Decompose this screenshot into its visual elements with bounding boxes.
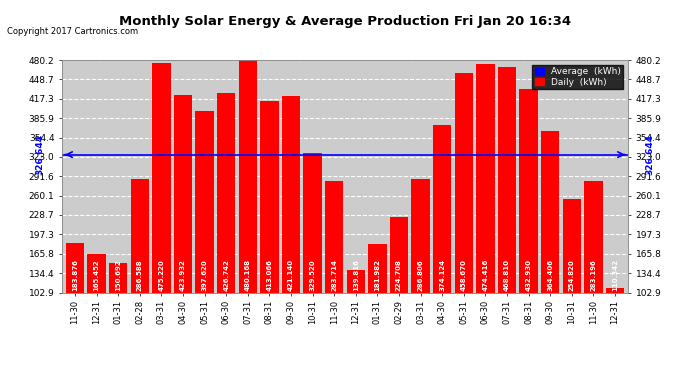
Text: 421.140: 421.140 <box>288 259 294 291</box>
Text: 364.406: 364.406 <box>547 259 553 291</box>
Text: 326.644: 326.644 <box>645 134 654 175</box>
Bar <box>497 67 516 292</box>
Text: 475.220: 475.220 <box>159 260 164 291</box>
Bar <box>304 153 322 292</box>
Text: 423.932: 423.932 <box>180 260 186 291</box>
Bar <box>541 131 560 292</box>
Text: 474.416: 474.416 <box>482 259 489 291</box>
Text: 224.708: 224.708 <box>396 260 402 291</box>
Text: 458.670: 458.670 <box>461 260 466 291</box>
Bar <box>606 288 624 292</box>
Text: 254.820: 254.820 <box>569 260 575 291</box>
Bar <box>174 94 193 292</box>
Bar <box>66 243 84 292</box>
Text: 181.982: 181.982 <box>375 260 380 291</box>
Text: 283.196: 283.196 <box>591 260 596 291</box>
Bar <box>217 93 235 292</box>
Bar <box>325 181 344 292</box>
Bar <box>455 73 473 292</box>
Bar <box>476 64 495 292</box>
Text: 139.816: 139.816 <box>353 260 359 291</box>
Bar <box>390 217 408 292</box>
Text: 468.810: 468.810 <box>504 259 510 291</box>
Text: 150.692: 150.692 <box>115 260 121 291</box>
Text: 165.452: 165.452 <box>94 260 99 291</box>
Text: Copyright 2017 Cartronics.com: Copyright 2017 Cartronics.com <box>7 27 138 36</box>
Text: 326.644: 326.644 <box>36 134 45 175</box>
Text: 413.066: 413.066 <box>266 260 273 291</box>
Bar <box>260 101 279 292</box>
Text: 110.342: 110.342 <box>612 259 618 291</box>
Bar <box>411 179 430 292</box>
Bar <box>282 96 300 292</box>
Legend: Average  (kWh), Daily  (kWh): Average (kWh), Daily (kWh) <box>532 64 623 89</box>
Bar <box>346 270 365 292</box>
Text: 286.588: 286.588 <box>137 260 143 291</box>
Bar <box>433 125 451 292</box>
Bar <box>130 179 149 292</box>
Text: 426.742: 426.742 <box>224 260 229 291</box>
Text: 283.714: 283.714 <box>331 259 337 291</box>
Text: Monthly Solar Energy & Average Production Fri Jan 20 16:34: Monthly Solar Energy & Average Productio… <box>119 15 571 28</box>
Text: 432.930: 432.930 <box>526 259 531 291</box>
Text: 374.124: 374.124 <box>439 259 445 291</box>
Text: 329.520: 329.520 <box>310 260 315 291</box>
Bar <box>195 111 214 292</box>
Text: 397.620: 397.620 <box>201 260 208 291</box>
Bar <box>562 199 581 292</box>
Text: 286.806: 286.806 <box>417 260 424 291</box>
Bar <box>152 63 170 292</box>
Bar <box>109 263 128 292</box>
Bar <box>368 244 386 292</box>
Text: 480.168: 480.168 <box>245 259 251 291</box>
Bar <box>239 60 257 292</box>
Bar <box>88 254 106 292</box>
Bar <box>520 89 538 292</box>
Text: 183.876: 183.876 <box>72 260 78 291</box>
Bar <box>584 182 602 292</box>
